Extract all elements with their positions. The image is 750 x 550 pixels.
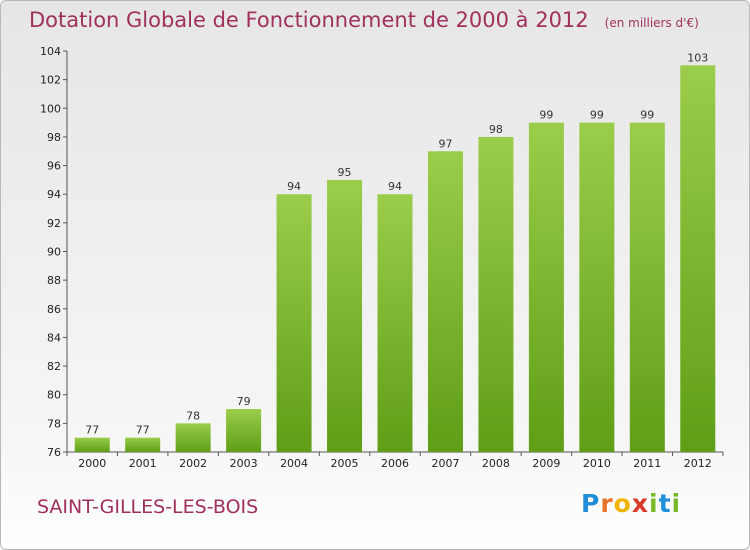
y-tick-label: 100 <box>40 102 61 115</box>
y-tick-label: 86 <box>47 303 61 316</box>
bar-2006 <box>377 194 413 452</box>
y-tick-label: 76 <box>47 446 61 459</box>
logo-letter: x <box>631 489 649 518</box>
x-tick-label: 2004 <box>280 457 308 470</box>
commune-name: SAINT-GILLES-LES-BOIS <box>37 496 259 518</box>
y-tick-label: 90 <box>47 246 61 259</box>
y-tick-label: 92 <box>47 217 61 230</box>
x-tick-label: 2007 <box>431 457 459 470</box>
bar-2007 <box>427 151 463 452</box>
y-tick-label: 78 <box>47 417 61 430</box>
y-tick-label: 88 <box>47 274 61 287</box>
logo-letter: o <box>613 489 632 518</box>
bar-2010 <box>579 122 615 452</box>
x-tick-label: 2000 <box>78 457 106 470</box>
chart-title: Dotation Globale de Fonctionnement de 20… <box>29 8 699 32</box>
x-tick-label: 2008 <box>482 457 510 470</box>
data-label-2000: 77 <box>85 424 99 437</box>
y-axis: 76 78 80 82 84 86 88 90 92 94 96 98 100 102 104 <box>40 45 68 459</box>
x-tick-label: 2005 <box>331 457 359 470</box>
proxiti-logo[interactable]: Proxiti <box>581 489 681 518</box>
x-tick-label: 2001 <box>129 457 157 470</box>
y-tick-label: 104 <box>40 45 61 58</box>
x-tick-label: 2002 <box>179 457 207 470</box>
logo-letter: i <box>649 489 659 518</box>
x-tick-label: 2009 <box>532 457 560 470</box>
bar-2012 <box>680 65 716 453</box>
x-tick-label: 2003 <box>230 457 258 470</box>
bar-2004 <box>276 194 312 452</box>
y-tick-label: 102 <box>40 74 61 87</box>
x-tick-label: 2010 <box>583 457 611 470</box>
logo-letter: P <box>581 489 601 518</box>
bar-2000 <box>74 437 110 452</box>
chart-unit: (en milliers d'€) <box>604 16 699 30</box>
bar-2003 <box>226 409 262 452</box>
data-labels: 77 77 78 79 94 95 94 97 98 99 99 99 103 <box>85 51 708 436</box>
y-tick-label: 96 <box>47 160 61 173</box>
logo-letter: t <box>658 489 672 518</box>
chart-title-text: Dotation Globale de Fonctionnement de 20… <box>29 8 589 32</box>
bar-2005 <box>327 179 363 452</box>
bar-2011 <box>629 122 665 452</box>
y-tick-label: 82 <box>47 360 61 373</box>
bar-2001 <box>125 437 161 452</box>
y-tick-label: 98 <box>47 131 61 144</box>
data-label-2001: 77 <box>136 424 150 437</box>
x-axis: 2000 2001 2002 2003 2004 2005 2006 2007 2008 2009… <box>66 451 724 470</box>
data-label-2003: 79 <box>237 395 251 408</box>
data-label-2004: 94 <box>287 180 301 193</box>
data-label-2012: 103 <box>687 51 708 64</box>
data-label-2010: 99 <box>590 109 604 122</box>
data-label-2006: 94 <box>388 180 402 193</box>
logo-letter: r <box>600 489 614 518</box>
data-label-2011: 99 <box>640 109 654 122</box>
y-tick-label: 94 <box>47 188 61 201</box>
data-label-2002: 78 <box>186 409 200 422</box>
y-tick-label: 84 <box>47 331 61 344</box>
bar-2008 <box>478 136 514 452</box>
y-tick-label: 80 <box>47 389 61 402</box>
bar-2009 <box>528 122 564 452</box>
bars <box>74 65 716 453</box>
bar-2002 <box>175 423 211 452</box>
x-tick-label: 2011 <box>633 457 661 470</box>
logo-letter: i <box>671 489 682 518</box>
data-label-2007: 97 <box>438 137 452 150</box>
x-tick-label: 2006 <box>381 457 409 470</box>
data-label-2008: 98 <box>489 123 503 136</box>
x-tick-label: 2012 <box>684 457 712 470</box>
data-label-2005: 95 <box>338 166 352 179</box>
data-label-2009: 99 <box>539 109 553 122</box>
